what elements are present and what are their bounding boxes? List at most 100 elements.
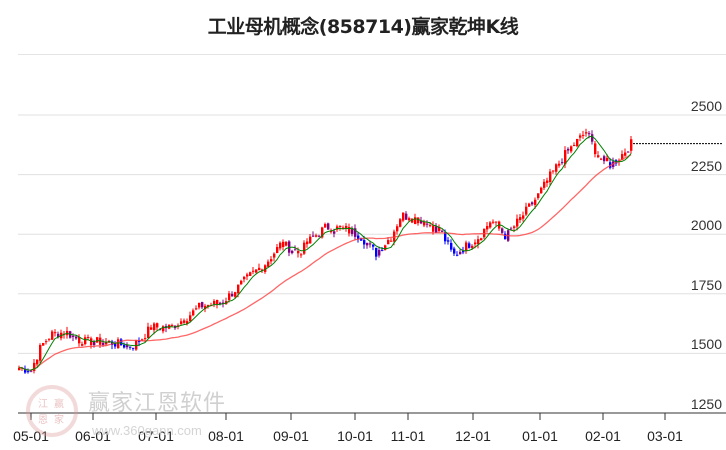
candle-body (270, 259, 273, 262)
candle-body (534, 199, 537, 205)
candle-body (45, 341, 48, 343)
candle-body (18, 367, 21, 371)
candle-body (468, 243, 471, 248)
candle-body (78, 336, 81, 344)
x-tick-label: 06-01 (75, 428, 111, 444)
candle-body (384, 245, 387, 251)
candle-body (549, 171, 552, 182)
candle-body (414, 217, 417, 225)
candle-body (93, 342, 96, 345)
candle-body (207, 304, 210, 307)
candle-body (606, 157, 609, 162)
candle-body (375, 247, 378, 257)
candle-body (231, 293, 234, 297)
candle-body (381, 249, 384, 251)
candle-body (450, 242, 453, 250)
candle-body (87, 336, 90, 338)
x-tick-label: 03-01 (647, 428, 683, 444)
candle-body (48, 338, 51, 340)
candle-body (339, 225, 342, 227)
candle-body (81, 344, 84, 346)
candle-body (30, 370, 33, 372)
candle-body (351, 229, 354, 234)
candle-body (582, 134, 585, 136)
candle-body (90, 338, 93, 346)
candle-body (486, 226, 489, 230)
candle-body (627, 151, 630, 153)
candle-body (573, 144, 576, 146)
candle-body (588, 133, 591, 135)
candle-body (27, 371, 30, 373)
ma-long-line (19, 154, 632, 371)
candle-body (345, 225, 348, 229)
candle-body (564, 150, 567, 165)
candle-body (249, 272, 252, 276)
x-tick-label: 09-01 (273, 428, 309, 444)
candle-body (318, 235, 321, 237)
candle-body (105, 341, 108, 345)
candle-body (222, 302, 225, 304)
candle-body (84, 337, 87, 345)
candle-body (411, 218, 414, 223)
candle-body (312, 235, 315, 237)
candle-body (42, 343, 45, 346)
candle-body (309, 236, 312, 244)
candle-body (378, 249, 381, 256)
candle-body (282, 241, 285, 248)
candle-body (276, 247, 279, 254)
candle-body (261, 269, 264, 271)
x-tick-label: 10-01 (337, 428, 373, 444)
candle-body (402, 212, 405, 221)
candle-body (189, 315, 192, 322)
candle-body (603, 156, 606, 162)
y-tick-label: 1500 (690, 336, 722, 353)
candle-body (264, 265, 267, 272)
candle-body (390, 240, 393, 242)
candle-body (252, 270, 255, 272)
candle-body (630, 139, 633, 151)
candle-body (24, 368, 27, 373)
candle-body (513, 226, 516, 228)
candle-body (372, 244, 375, 247)
chart-title: 工业母机概念(858714)赢家乾坤K线 (207, 16, 519, 38)
candle-body (366, 242, 369, 246)
candle-body (273, 253, 276, 258)
candle-body (150, 327, 153, 330)
candle-body (255, 269, 258, 273)
candle-body (120, 339, 123, 345)
candle-body (525, 206, 528, 215)
candle-body (528, 203, 531, 207)
candle-body (333, 231, 336, 234)
candle-body (198, 302, 201, 308)
x-tick-label: 11-01 (390, 428, 426, 444)
candle-body (117, 339, 120, 349)
candle-body (141, 339, 144, 341)
candle-body (72, 335, 75, 337)
candle-body (594, 143, 597, 155)
candle-body (330, 230, 333, 233)
candle-body (417, 217, 420, 224)
candle-body (186, 321, 189, 324)
candle-body (474, 242, 477, 245)
candle-body (600, 158, 603, 160)
candle-body (579, 135, 582, 138)
candle-body (291, 250, 294, 254)
candle-body (213, 300, 216, 305)
candle-body (153, 323, 156, 331)
candle-body (144, 338, 147, 340)
candle-body (567, 148, 570, 151)
candle-body (147, 326, 150, 339)
candle-body (294, 249, 297, 251)
candle-body (456, 254, 459, 256)
candle-body (234, 292, 237, 297)
candle-body (441, 230, 444, 232)
candle-body (492, 221, 495, 223)
candle-body (432, 225, 435, 232)
candle-body (321, 227, 324, 238)
candle-body (171, 325, 174, 327)
candle-body (570, 146, 573, 152)
candle-body (159, 329, 162, 331)
candle-body (342, 227, 345, 229)
candle-body (465, 242, 468, 252)
